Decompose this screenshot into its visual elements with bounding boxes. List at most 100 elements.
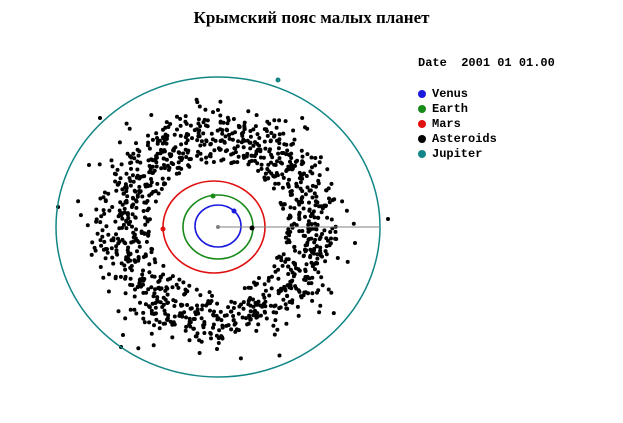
asteroid-point (211, 313, 216, 318)
asteroid-point (204, 139, 209, 144)
asteroid-point (197, 104, 202, 109)
asteroid-point (294, 286, 299, 291)
asteroid-point (147, 320, 152, 325)
asteroid-point (261, 155, 266, 160)
page-title: Крымский пояс малых планет (193, 8, 430, 27)
asteroid-point (251, 143, 256, 148)
asteroid-point (293, 248, 297, 253)
asteroid-point (283, 119, 288, 124)
asteroid-point (205, 118, 210, 123)
asteroid-point (128, 307, 133, 312)
asteroid-point (303, 192, 308, 197)
asteroid-point (177, 155, 182, 160)
asteroid-point (128, 179, 133, 183)
asteroid-point (125, 194, 130, 199)
asteroid-point (124, 219, 129, 224)
asteroid-point (103, 199, 108, 204)
asteroid-point (254, 113, 259, 118)
asteroid-point (105, 247, 109, 252)
asteroid-point (183, 114, 188, 119)
asteroid-point (130, 283, 135, 288)
asteroid-point (208, 331, 213, 336)
asteroid-point (231, 151, 236, 156)
asteroid-point (282, 202, 287, 207)
asteroid-point (120, 237, 125, 242)
asteroid-point (133, 215, 138, 220)
asteroid-point (185, 138, 190, 143)
asteroid-point (197, 351, 202, 355)
asteroid-point (284, 321, 289, 326)
asteroid-point (152, 168, 157, 173)
asteroid-point (270, 155, 275, 160)
asteroid-point (305, 152, 310, 157)
asteroid-point (146, 158, 151, 163)
asteroid-point (195, 331, 200, 336)
green-dot-icon (418, 104, 426, 113)
asteroid-point (134, 227, 138, 232)
asteroid-point (218, 147, 223, 152)
asteroid-point (262, 282, 267, 287)
asteroid-point (181, 151, 186, 156)
asteroid-point (162, 163, 166, 167)
asteroid-point (241, 153, 246, 158)
asteroid-point (145, 199, 150, 203)
asteroid-point (101, 195, 106, 200)
asteroid-point (290, 270, 295, 275)
asteroid-point (272, 118, 277, 123)
asteroid-point (174, 282, 179, 287)
asteroid-point (135, 173, 140, 178)
asteroid-point (208, 308, 212, 313)
asteroid-point (194, 287, 199, 292)
asteroid-point (104, 224, 109, 229)
asteroid-point (310, 171, 315, 176)
asteroid-point (295, 304, 300, 309)
earth-node-dot (249, 225, 255, 231)
asteroid-point (204, 160, 209, 165)
asteroid-point (289, 142, 294, 147)
asteroid-point (313, 203, 318, 208)
asteroid-point (262, 295, 267, 300)
asteroid-point (164, 141, 169, 146)
asteroid-point (300, 200, 305, 205)
asteroid-point (314, 233, 319, 238)
asteroid-point (303, 234, 307, 238)
asteroid-point (116, 309, 121, 314)
asteroid-point (276, 151, 281, 156)
asteroid-point (147, 262, 152, 267)
asteroid-point (124, 198, 129, 203)
asteroid-point (162, 148, 167, 153)
asteroid-point (199, 157, 204, 162)
asteroid-point (202, 117, 207, 122)
asteroid-point (203, 107, 208, 112)
asteroid-point (151, 294, 156, 299)
asteroid-point (259, 166, 264, 171)
asteroid-point (320, 283, 325, 288)
legend-item-jupiter: Jupiter (418, 146, 497, 161)
asteroid-point (218, 113, 223, 118)
asteroid-point (118, 274, 123, 279)
asteroid-point (319, 210, 324, 215)
asteroid-point (254, 328, 259, 333)
asteroid-point (106, 191, 111, 196)
asteroid-point (206, 301, 211, 306)
asteroid-point (159, 286, 164, 291)
asteroid-point (129, 160, 134, 165)
asteroid-point (196, 117, 201, 122)
asteroid-point (300, 172, 305, 177)
asteroid-point (281, 175, 286, 180)
asteroid-point (218, 139, 223, 143)
asteroid-point (301, 206, 306, 211)
asteroid-point (207, 153, 212, 158)
asteroid-point (281, 252, 286, 257)
asteroid-point (303, 243, 308, 248)
asteroid-point (100, 228, 105, 233)
asteroid-point (221, 157, 226, 162)
asteroid-point (112, 171, 117, 176)
asteroid-point (218, 127, 223, 132)
asteroid-point (179, 303, 184, 308)
asteroid-point (281, 206, 286, 211)
asteroid-point (141, 268, 145, 273)
asteroid-point (286, 164, 291, 169)
asteroid-point (280, 161, 284, 166)
asteroid-point (170, 285, 175, 290)
